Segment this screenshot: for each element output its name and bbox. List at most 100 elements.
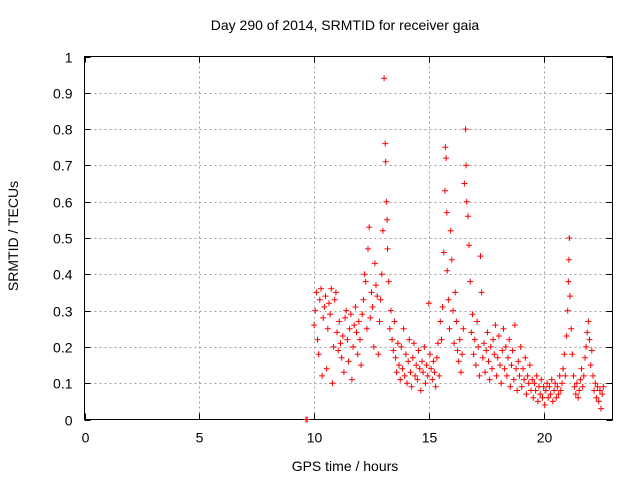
data-point	[340, 369, 347, 376]
data-point	[546, 383, 553, 390]
data-point	[366, 224, 373, 231]
data-point	[421, 343, 428, 350]
data-point	[338, 354, 345, 361]
data-point	[492, 322, 499, 329]
data-point	[544, 380, 551, 387]
data-point	[463, 162, 469, 169]
data-point	[579, 383, 586, 390]
y-tick-label: 0.4	[53, 267, 73, 283]
data-point	[490, 336, 497, 343]
data-point	[458, 369, 464, 376]
data-point	[320, 314, 327, 321]
data-point	[443, 209, 450, 216]
data-point	[526, 362, 533, 369]
data-point	[517, 343, 524, 350]
data-point	[518, 383, 525, 390]
data-point	[304, 416, 311, 423]
data-point	[354, 351, 361, 358]
data-point	[588, 347, 595, 354]
data-point	[346, 325, 353, 332]
data-point	[432, 383, 439, 390]
data-point	[319, 372, 326, 379]
data-point	[375, 351, 382, 358]
data-point	[392, 354, 399, 361]
data-point	[379, 227, 386, 234]
data-point	[339, 333, 346, 339]
data-point	[406, 336, 413, 343]
data-point	[467, 278, 474, 285]
data-point	[564, 307, 571, 314]
data-point	[422, 380, 429, 387]
data-point	[414, 376, 421, 383]
data-point	[329, 380, 336, 387]
data-point	[556, 372, 563, 379]
data-point	[590, 372, 596, 379]
data-point	[385, 278, 392, 285]
data-point	[448, 256, 455, 263]
y-tick-label: 0.5	[53, 231, 73, 247]
data-point	[402, 351, 409, 358]
data-point	[600, 383, 607, 390]
data-point	[424, 372, 431, 379]
data-point	[463, 198, 470, 205]
data-point	[348, 376, 355, 383]
data-point	[368, 289, 375, 296]
data-point	[565, 256, 572, 263]
data-point	[565, 278, 572, 285]
data-point	[514, 387, 521, 394]
data-point	[598, 405, 604, 412]
data-point	[478, 289, 485, 296]
data-point	[351, 322, 358, 329]
data-point	[335, 347, 342, 354]
y-axis-label: SRMTID / TECUs	[5, 181, 21, 291]
data-point	[324, 325, 331, 332]
data-point	[547, 391, 554, 398]
data-point	[361, 271, 368, 278]
data-point	[525, 380, 532, 387]
data-point	[382, 158, 389, 165]
data-point	[383, 198, 390, 205]
data-point	[355, 318, 362, 325]
data-point	[436, 372, 443, 379]
data-point	[545, 394, 552, 401]
data-point	[441, 187, 448, 194]
data-point	[501, 365, 508, 372]
data-point	[475, 343, 482, 350]
data-point	[498, 380, 505, 387]
data-point	[487, 343, 494, 350]
data-point	[378, 271, 385, 278]
data-point	[330, 343, 337, 350]
data-point	[452, 289, 459, 296]
data-point	[584, 329, 591, 336]
data-point	[493, 372, 500, 379]
x-axis-label: GPS time / hours	[292, 458, 399, 474]
data-point	[494, 354, 501, 361]
data-point	[480, 340, 487, 347]
data-point	[538, 376, 545, 383]
data-point	[360, 296, 367, 303]
data-point	[582, 354, 588, 361]
data-point	[499, 347, 506, 354]
data-point	[388, 307, 394, 314]
data-point	[398, 343, 405, 350]
data-point	[479, 354, 486, 361]
data-point	[500, 325, 507, 332]
data-point	[446, 325, 453, 332]
data-point	[568, 325, 575, 332]
data-point	[416, 365, 423, 372]
data-point	[454, 347, 461, 354]
data-point	[557, 387, 564, 394]
data-point	[444, 267, 451, 274]
data-point	[506, 336, 513, 343]
data-point	[586, 336, 593, 343]
data-point	[389, 336, 396, 343]
data-point	[400, 325, 407, 332]
x-tick-label: 0	[82, 430, 90, 446]
data-point	[316, 296, 323, 303]
data-points	[303, 75, 607, 423]
data-point	[353, 329, 360, 336]
data-point	[522, 354, 529, 361]
data-point	[451, 340, 458, 347]
data-point	[358, 362, 365, 369]
